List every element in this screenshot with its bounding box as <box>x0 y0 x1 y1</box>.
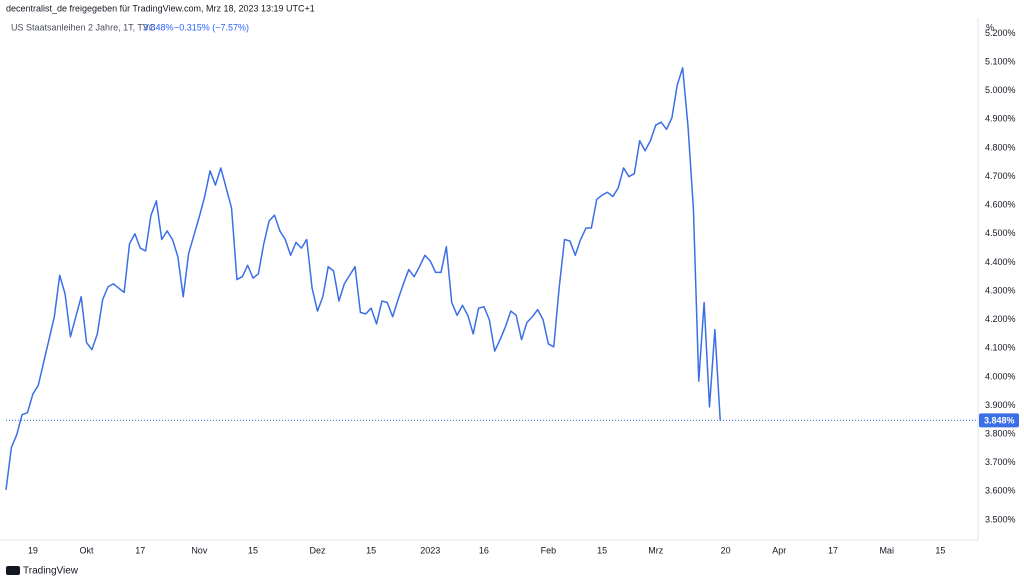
x-tick-label: 16 <box>479 545 489 555</box>
legend-title: US Staatsanleihen 2 Jahre, 1T, TVC <box>11 22 156 32</box>
y-unit: % <box>986 22 994 32</box>
y-tick-label: 3.700% <box>985 457 1016 467</box>
y-tick-label: 4.800% <box>985 142 1016 152</box>
x-tick-label: Mrz <box>648 545 663 555</box>
y-tick-label: 5.000% <box>985 85 1016 95</box>
x-tick-label: 15 <box>935 545 945 555</box>
x-tick-label: 15 <box>597 545 607 555</box>
x-tick-label: 17 <box>135 545 145 555</box>
price-label-box <box>979 413 1019 428</box>
price-line <box>5 67 721 491</box>
logo <box>6 566 20 575</box>
x-tick-label: Mai <box>879 545 894 555</box>
y-tick-label: 3.600% <box>985 486 1016 496</box>
x-tick-label: 17 <box>828 545 838 555</box>
y-tick-label: 3.500% <box>985 514 1016 524</box>
x-tick-label: Apr <box>772 545 786 555</box>
x-tick-label: 20 <box>721 545 731 555</box>
y-tick-label: 4.300% <box>985 285 1016 295</box>
y-tick-label: 4.600% <box>985 200 1016 210</box>
y-tick-label: 5.100% <box>985 56 1016 66</box>
x-tick-label: 15 <box>248 545 258 555</box>
y-tick-label: 5.200% <box>985 28 1016 38</box>
y-tick-label: 4.400% <box>985 257 1016 267</box>
y-tick-label: 3.900% <box>985 400 1016 410</box>
x-tick-label: Nov <box>191 545 208 555</box>
y-tick-label: 4.500% <box>985 228 1016 238</box>
y-tick-label: 4.900% <box>985 114 1016 124</box>
x-tick-label: 15 <box>366 545 376 555</box>
y-tick-label: 4.200% <box>985 314 1016 324</box>
y-tick-label: 3.800% <box>985 428 1016 438</box>
x-tick-label: Dez <box>309 545 326 555</box>
x-tick-label: Okt <box>80 545 95 555</box>
x-tick-label: 2023 <box>420 545 440 555</box>
y-tick-label: 4.000% <box>985 371 1016 381</box>
header: decentralist_de freigegeben für TradingV… <box>6 3 315 13</box>
legend-price: 3.848% <box>143 22 174 32</box>
legend-change: −0.315% (−7.57%) <box>174 22 249 32</box>
y-tick-label: 4.700% <box>985 171 1016 181</box>
price-label: 3.848% <box>984 415 1015 425</box>
x-tick-label: 19 <box>28 545 38 555</box>
y-tick-label: 4.100% <box>985 343 1016 353</box>
footer: TradingView <box>23 566 79 577</box>
x-tick-label: Feb <box>541 545 557 555</box>
